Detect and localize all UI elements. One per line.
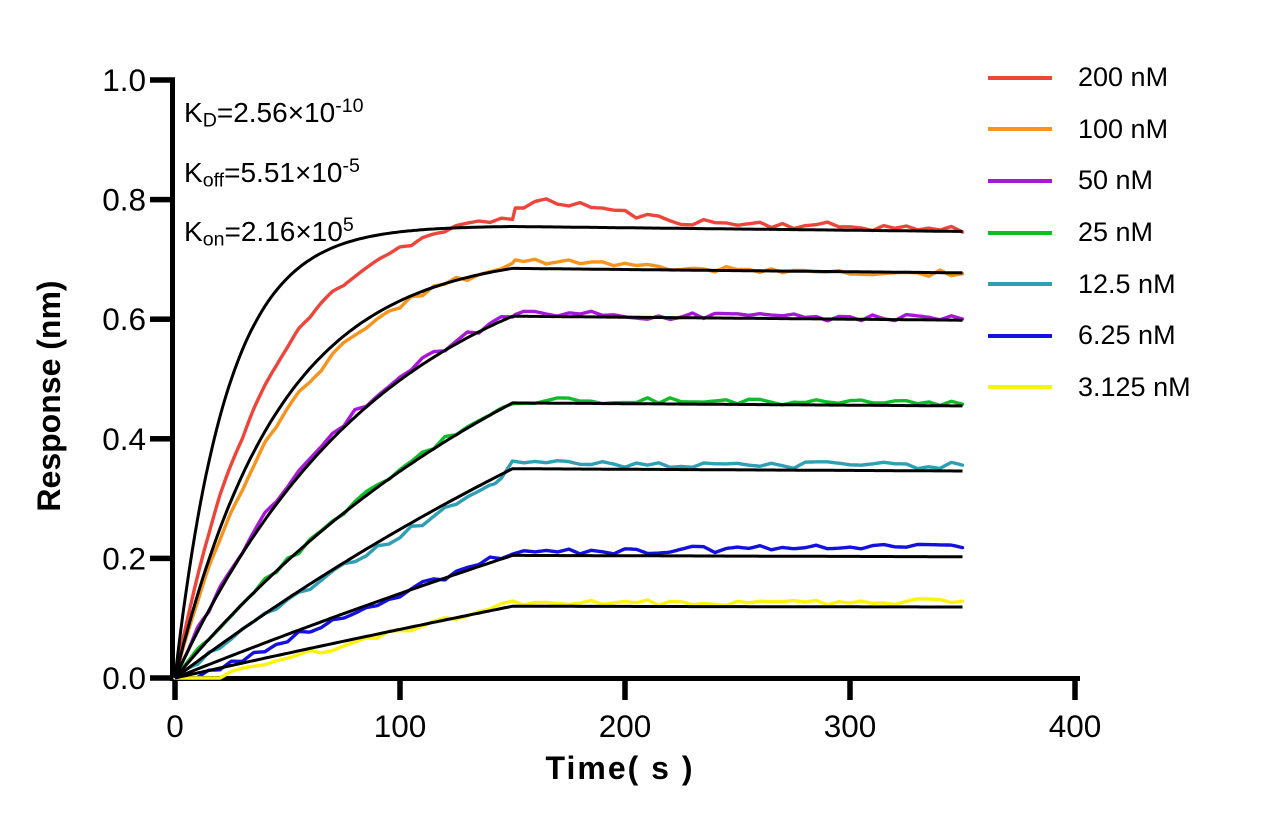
y-tick <box>150 555 170 562</box>
y-tick-label: 0.8 <box>102 182 146 218</box>
fit-curve-3.125-nM <box>174 604 963 680</box>
legend-line-swatch <box>988 127 1052 132</box>
legend-label: 12.5 nM <box>1078 268 1176 299</box>
x-axis-title: Time( s ) <box>546 750 695 786</box>
kinetic-constant-on: Kon=2.16×105 <box>184 203 364 263</box>
legend-line-swatch <box>988 282 1052 287</box>
x-tick <box>172 681 178 700</box>
fit-curve-200-nM <box>173 225 963 679</box>
series-6.25-nM-data-curve <box>173 542 965 680</box>
y-tick <box>150 675 170 681</box>
legend-line-swatch <box>988 230 1052 235</box>
fit-curve-50-nM <box>173 314 963 679</box>
series-3.125-nM-data-curve <box>173 597 965 680</box>
x-tick <box>397 681 403 700</box>
x-tick <box>622 681 628 700</box>
x-tick-label: 400 <box>1049 708 1102 744</box>
legend-item-12.5-nM: 12.5 nM <box>988 258 1191 310</box>
legend-line-swatch <box>988 385 1052 390</box>
fit-curve-6.25-nM <box>174 553 963 680</box>
kinetic-constant-sup: -10 <box>335 95 364 117</box>
legend-item-200-nM: 200 nM <box>988 52 1191 104</box>
legend-label: 50 nM <box>1078 165 1154 196</box>
legend-item-3.125-nM: 3.125 nM <box>988 362 1191 414</box>
kinetic-constant-base: K <box>184 216 203 248</box>
y-tick <box>150 436 170 442</box>
kinetic-constant-base: K <box>184 156 203 188</box>
kinetic-constant-mid: =5.51×10 <box>224 156 343 188</box>
legend-label: 100 nM <box>1078 113 1169 144</box>
kinetic-constant-sup: 5 <box>342 214 354 237</box>
y-tick-label: 1.0 <box>102 62 146 98</box>
y-tick <box>150 316 170 322</box>
series-200-nM-data-curve <box>173 197 965 680</box>
x-axis-line <box>170 676 1080 681</box>
kinetic-constant-mid: =2.56×10 <box>216 96 336 128</box>
legend-label: 200 nM <box>1078 62 1169 93</box>
x-tick-label: 100 <box>374 708 427 744</box>
kinetic-constant-off: Koff=5.51×10-5 <box>184 144 364 204</box>
kinetic-constants-block: KD=2.56×10-10 Koff=5.51×10-5 Kon=2.16×105 <box>184 84 364 263</box>
legend-item-25-nM: 25 nM <box>988 207 1191 259</box>
legend-label: 25 nM <box>1078 217 1154 248</box>
x-tick <box>1072 681 1078 700</box>
kinetic-constant-sup: -5 <box>342 154 360 177</box>
y-tick-label: 0.6 <box>102 301 146 337</box>
legend: 200 nM 100 nM 50 nM 25 nM 12.5 nM 6.25 nM 3.12… <box>988 52 1191 413</box>
kinetic-constant-base: K <box>184 96 203 128</box>
legend-label: 6.25 nM <box>1078 320 1176 351</box>
legend-item-50-nM: 50 nM <box>988 155 1191 207</box>
legend-item-6.25-nM: 6.25 nM <box>988 310 1191 362</box>
y-tick <box>150 77 170 83</box>
y-tick-label: 0.0 <box>102 660 146 696</box>
fit-curve-100-nM <box>173 266 963 679</box>
legend-item-100-nM: 100 nM <box>988 104 1191 156</box>
series-50-nM-data-curve <box>173 309 965 680</box>
x-tick-label: 0 <box>166 708 184 744</box>
y-tick <box>150 196 170 203</box>
kinetic-constant-D: KD=2.56×10-10 <box>184 84 364 144</box>
y-axis-line <box>170 77 175 681</box>
legend-label: 3.125 nM <box>1078 371 1191 402</box>
fit-curve-25-nM <box>173 401 963 679</box>
legend-line-swatch <box>988 178 1052 183</box>
y-tick-label: 0.4 <box>102 421 146 457</box>
kinetic-constant-mid: =2.16×10 <box>224 216 343 248</box>
x-tick <box>847 681 853 700</box>
y-tick-label: 0.2 <box>102 540 146 576</box>
legend-line-swatch <box>988 75 1052 80</box>
x-tick-label: 200 <box>599 708 652 744</box>
x-tick-label: 300 <box>824 708 877 744</box>
legend-line-swatch <box>988 333 1052 338</box>
fit-curve-12.5-nM <box>174 467 963 680</box>
kinetic-constant-sub: D <box>202 109 217 132</box>
kinetic-constant-sub: off <box>202 169 225 192</box>
series-12.5-nM-data-curve <box>173 459 965 680</box>
y-axis-title: Response (nm) <box>31 280 67 511</box>
kinetic-constant-sub: on <box>202 229 225 252</box>
